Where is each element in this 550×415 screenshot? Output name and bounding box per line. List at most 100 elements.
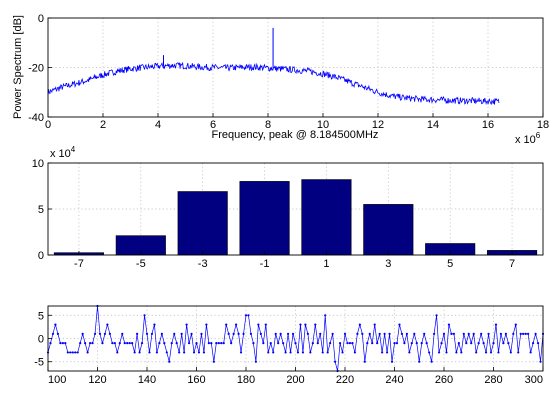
signal-point [133,351,136,354]
x-tick-label: 180 [237,374,255,386]
signal-point [502,342,505,345]
signal-point [153,323,156,326]
power-spectrum-peaks [163,27,274,69]
signal-point [517,351,520,354]
signal-point [472,332,475,335]
signal-point [116,351,119,354]
signal-point [262,342,265,345]
x-tick-label: 220 [336,374,354,386]
y-tick-label: -40 [28,112,44,124]
signal-point [507,342,510,345]
signal-point [532,342,535,345]
histogram-plot: -7 -5 -3 -1 1 3 5 7 0 5 10 x 104 [32,145,544,270]
histogram-bar [363,204,414,256]
signal-point [123,342,126,345]
signal-point [455,351,458,354]
signal-point [452,332,455,335]
x-tick-label: 8 [265,119,271,131]
signal-point [217,342,220,345]
signal-point [98,332,102,335]
signal-point [101,342,104,345]
signal-point [363,360,366,363]
signal-point [91,342,94,345]
histogram-bar [301,179,352,256]
signal-point [418,360,421,363]
signal-point [136,332,139,335]
signal-point [145,332,149,335]
signal-point [237,332,240,335]
x-tick-label: 14 [427,119,439,131]
signal-point [445,351,448,354]
signal-point [126,342,129,345]
histogram-bar [239,181,290,256]
signal-point [314,323,317,326]
signal-point [435,314,438,317]
y-tick-label: 10 [32,158,44,170]
signal-point [76,351,79,354]
signal-point [88,342,92,345]
y-tick-label: 5 [38,204,44,216]
signal-point [277,342,280,345]
signal-point [539,360,542,363]
power-spectrum-x-exponent: x 106 [515,131,541,146]
signal-point [487,332,490,335]
x-tick-label: 18 [537,119,549,131]
signal-point [331,332,334,335]
x-tick-label: 0 [45,119,51,131]
signal-point [79,342,82,345]
signal-point [140,342,144,345]
signal-point [378,332,381,335]
signal-point [428,351,431,354]
signal-point [475,351,478,354]
signal-point [185,323,188,326]
x-tick-label: 140 [138,374,156,386]
signal-point [433,332,436,335]
signal-point [480,332,483,335]
x-tick-label: 160 [187,374,205,386]
signal-point [425,342,428,345]
y-tick-label: 5 [38,310,44,322]
signal-point [51,332,55,335]
signal-point [148,351,151,354]
signal-point [138,351,141,354]
signal-point [210,342,213,345]
signal-point [410,342,413,345]
signal-point [381,351,384,354]
x-tick-label: 3 [385,258,391,270]
signal-point [383,332,386,335]
signal-point [247,314,250,317]
signal-point [269,342,272,345]
signal-point [536,342,540,345]
power-spectrum-ticks: 0 2 4 6 8 10 12 14 16 18 -40 -20 0 [28,13,549,131]
y-tick-label: -20 [28,63,44,75]
signal-point [215,342,218,345]
signal-point [529,351,532,354]
signal-point [460,351,463,354]
signal-point [178,351,181,354]
signal-point [291,332,295,335]
signal-point [321,351,324,354]
signal-point [274,332,277,335]
signal-point [358,323,361,326]
signal-point [326,351,329,354]
signal-point [346,342,349,345]
signal-point [252,342,255,345]
signal-point [187,342,191,345]
x-tick-label: 6 [210,119,216,131]
signal-point [512,332,515,335]
histogram-bar [177,191,228,256]
signal-point [457,342,460,345]
signal-point [284,351,287,354]
signal-point [158,342,161,345]
signal-point [324,314,327,317]
signal-point [242,332,245,335]
signal-point [121,332,124,335]
power-spectrum-plot: 0 2 4 6 8 10 12 14 16 18 -40 -20 0 Power Spectrum [d… [12,13,549,146]
x-tick-label: 260 [435,374,453,386]
signal-point [497,351,500,354]
power-spectrum-line [47,61,500,106]
signal-point [519,332,522,335]
histogram-bars [53,179,538,256]
signal-point [534,332,537,335]
